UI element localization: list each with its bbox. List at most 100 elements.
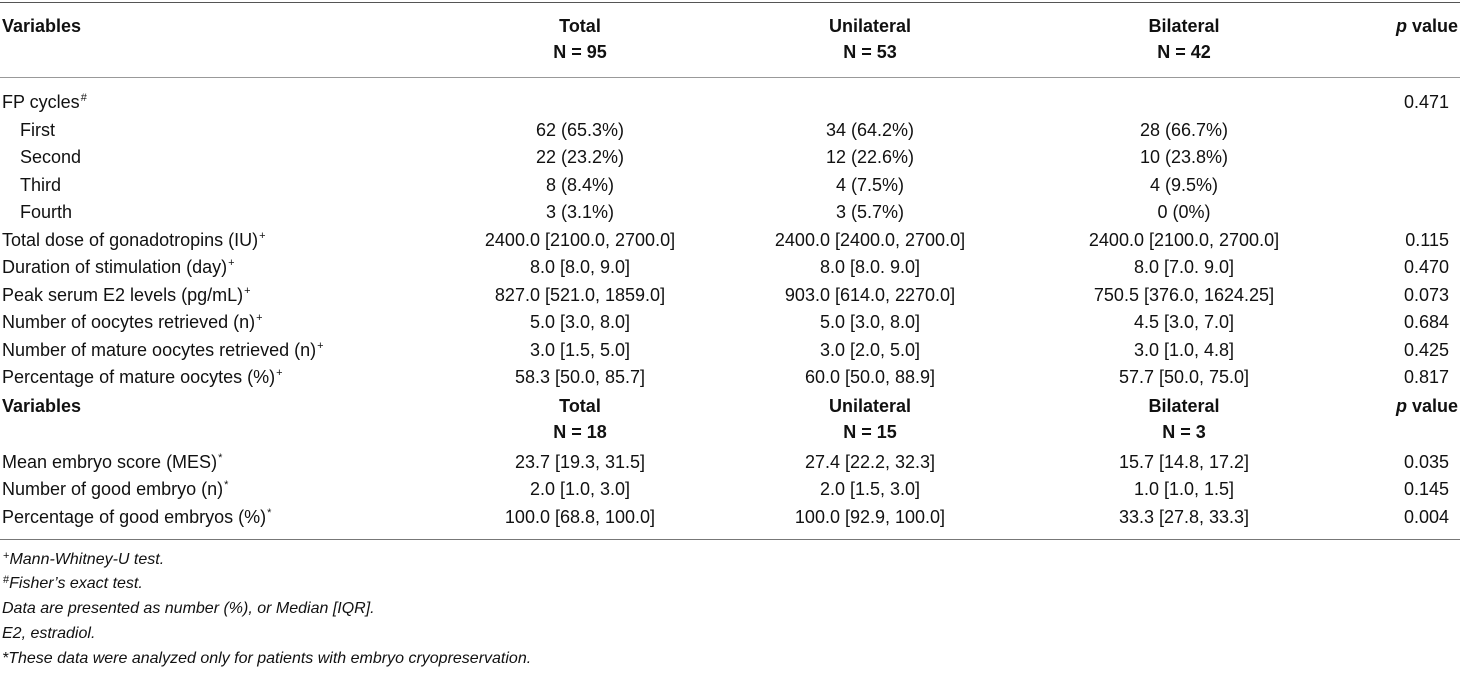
cell-p-value: 0.073 (1403, 285, 1449, 305)
cell-unilateral: 3 (5.7%) (835, 202, 905, 222)
row-label: Third (20, 172, 61, 199)
cell-total: 2.0 [1.0, 3.0] (529, 479, 631, 499)
row-label-footnote-mark: + (317, 340, 324, 352)
cell-p-value: 0.470 (1403, 257, 1449, 277)
footnote-text: *These data were analyzed only for patie… (2, 650, 532, 667)
cell-total: 100.0 [68.8, 100.0] (504, 507, 656, 527)
row-label: First (20, 117, 55, 144)
row-label-text: Total dose of gonadotropins (IU) (2, 230, 259, 250)
cell-p-value: 0.004 (1403, 507, 1449, 527)
row-label-footnote-mark: + (228, 257, 235, 269)
cell-unilateral: 60.0 [50.0, 88.9] (804, 367, 936, 387)
header-variables: Variables (2, 16, 82, 36)
cell-unilateral: 2.0 [1.5, 3.0] (819, 479, 921, 499)
cell-p-value: 0.684 (1403, 312, 1449, 332)
row-label-text: Third (20, 175, 62, 195)
footnote-text: Data are presented as number (%), or Med… (2, 600, 375, 617)
table-row: FP cycles# 0.471 (0, 89, 1460, 116)
cell-p-value: 0.145 (1403, 479, 1449, 499)
cell-total: 3 (3.1%) (545, 202, 615, 222)
footnote: +Mann-Whitney-U test. (2, 550, 164, 570)
row-label: Number of good embryo (n)* (2, 476, 228, 503)
table-row: Percentage of mature oocytes (%)+ 58.3 [5… (0, 364, 1460, 391)
row-label: Mean embryo score (MES)* (2, 449, 222, 476)
row-label: Duration of stimulation (day)+ (2, 254, 235, 281)
table-row: Total dose of gonadotropins (IU)+ 2400.0 … (0, 227, 1460, 254)
footnote: E2, estradiol. (2, 624, 95, 644)
table-top-rule (0, 2, 1460, 3)
row-label: Number of mature oocytes retrieved (n)+ (2, 337, 324, 364)
cell-bilateral: 1.0 [1.0, 1.5] (1133, 479, 1235, 499)
header2-bilateral: Bilateral N = 3 (1054, 393, 1314, 445)
cell-bilateral: 2400.0 [2100.0, 2700.0] (1088, 230, 1280, 250)
header2-p-italic: p (1395, 396, 1407, 416)
header2-total-n: N = 18 (553, 422, 607, 442)
row-label-footnote-mark: * (224, 479, 229, 491)
cell-p-value: 0.035 (1403, 452, 1449, 472)
cell-total: 8 (8.4%) (545, 175, 615, 195)
cell-bilateral: 28 (66.7%) (1139, 120, 1229, 140)
cell-bilateral: 57.7 [50.0, 75.0] (1118, 367, 1250, 387)
footnote-mark: + (3, 550, 10, 562)
row-label-text: Number of good embryo (n) (2, 479, 224, 499)
row-label-text: Peak serum E2 levels (pg/mL) (2, 285, 244, 305)
cell-unilateral: 903.0 [614.0, 2270.0] (784, 285, 956, 305)
header-p-italic: p (1395, 16, 1407, 36)
row-label-footnote-mark: + (256, 312, 263, 324)
footnote-text: Fisher’s exact test. (9, 575, 143, 592)
header2-p-rest: value (1406, 396, 1458, 416)
row-label-footnote-mark: * (218, 452, 223, 464)
header-total-n: N = 95 (553, 42, 607, 62)
cell-total: 2400.0 [2100.0, 2700.0] (484, 230, 676, 250)
header-bilateral-label: Bilateral (1148, 16, 1220, 36)
row-label-footnote-mark: + (244, 285, 251, 297)
cell-unilateral: 100.0 [92.9, 100.0] (794, 507, 946, 527)
cell-bilateral: 10 (23.8%) (1139, 147, 1229, 167)
row-label: Number of oocytes retrieved (n)+ (2, 309, 263, 336)
footnote-mark: # (3, 574, 10, 586)
cell-unilateral: 12 (22.6%) (825, 147, 915, 167)
footnote: #Fisher’s exact test. (2, 574, 143, 594)
row-label-text: Percentage of good embryos (%) (2, 507, 267, 527)
header2-total: Total N = 18 (450, 393, 710, 445)
cell-bilateral: 3.0 [1.0, 4.8] (1133, 340, 1235, 360)
cell-unilateral: 27.4 [22.2, 32.3] (804, 452, 936, 472)
header-bilateral: Bilateral N = 42 (1054, 13, 1314, 65)
cell-unilateral: 3.0 [2.0, 5.0] (819, 340, 921, 360)
cell-unilateral: 8.0 [8.0. 9.0] (819, 257, 921, 277)
cell-total: 5.0 [3.0, 8.0] (529, 312, 631, 332)
cell-total: 23.7 [19.3, 31.5] (514, 452, 646, 472)
row-label-text: Second (20, 147, 82, 167)
header2-total-label: Total (559, 396, 601, 416)
table-row: Duration of stimulation (day)+ 8.0 [8.0, … (0, 254, 1460, 281)
row-label-footnote-mark: * (267, 507, 272, 519)
row-label-text: Mean embryo score (MES) (2, 452, 218, 472)
table-row: Percentage of good embryos (%)* 100.0 [68… (0, 504, 1460, 531)
header-unilateral-n: N = 53 (843, 42, 897, 62)
cell-bilateral: 15.7 [14.8, 17.2] (1118, 452, 1250, 472)
header2-unilateral: Unilateral N = 15 (740, 393, 1000, 445)
cell-total: 3.0 [1.5, 5.0] (529, 340, 631, 360)
row-label-footnote-mark: + (259, 230, 266, 242)
header-p-value: p value (1338, 13, 1458, 39)
header2-unilateral-label: Unilateral (828, 396, 912, 416)
footnote: Data are presented as number (%), or Med… (2, 599, 375, 619)
cell-p-value: 0.425 (1403, 340, 1449, 360)
row-label-footnote-mark: + (276, 367, 283, 379)
header2-p-value: p value (1338, 393, 1458, 419)
header-total-label: Total (559, 16, 601, 36)
header-unilateral-label: Unilateral (828, 16, 912, 36)
cell-unilateral: 2400.0 [2400.0, 2700.0] (774, 230, 966, 250)
table-row: Number of oocytes retrieved (n)+ 5.0 [3.0… (0, 309, 1460, 336)
table-bottom-rule (0, 539, 1460, 540)
table-row: Number of mature oocytes retrieved (n)+ 3… (0, 337, 1460, 364)
row-label-text: Number of mature oocytes retrieved (n) (2, 340, 317, 360)
table-row: Mean embryo score (MES)* 23.7 [19.3, 31.5… (0, 449, 1460, 476)
cell-total: 22 (23.2%) (535, 147, 625, 167)
cell-total: 58.3 [50.0, 85.7] (514, 367, 646, 387)
row-label-text: Number of oocytes retrieved (n) (2, 312, 256, 332)
table-row: Peak serum E2 levels (pg/mL)+ 827.0 [521.… (0, 282, 1460, 309)
cell-unilateral: 5.0 [3.0, 8.0] (819, 312, 921, 332)
cell-bilateral: 750.5 [376.0, 1624.25] (1093, 285, 1275, 305)
